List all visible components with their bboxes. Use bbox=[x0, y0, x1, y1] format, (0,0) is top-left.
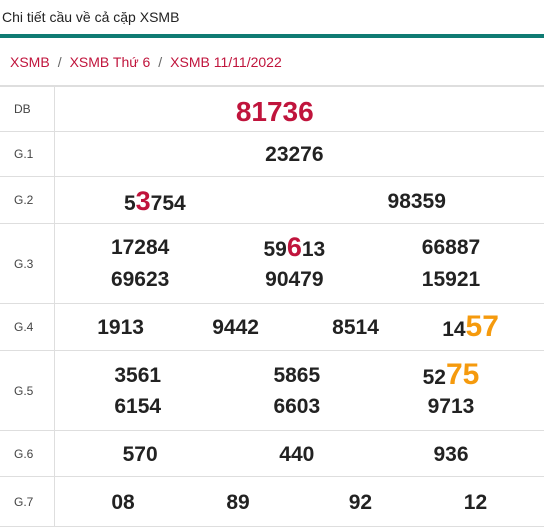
prize-row-g1: G.1 23276 bbox=[0, 131, 544, 177]
prize-numbers: 53754 98359 bbox=[53, 176, 544, 224]
prize-number: 17284 bbox=[110, 236, 170, 259]
breadcrumb-separator: / bbox=[57, 53, 62, 70]
prize-number: 23276 bbox=[265, 143, 324, 166]
prize-number: 1913 bbox=[97, 316, 144, 339]
prize-number: 89 bbox=[226, 491, 250, 514]
prize-row-g6: G.6 570 440 936 bbox=[0, 430, 544, 477]
digit-group: 5 bbox=[123, 192, 136, 215]
breadcrumb-separator: / bbox=[158, 53, 163, 70]
highlighted-digits: 3 bbox=[135, 186, 151, 216]
prize-numbers: 17284 59613 66887 69623 90479 15921 bbox=[53, 223, 544, 304]
digit-group: 754 bbox=[150, 192, 186, 215]
prize-number: 59613 bbox=[263, 234, 325, 261]
digit-group: 14 bbox=[442, 318, 466, 341]
prize-number: 90479 bbox=[265, 268, 324, 291]
prize-row-db: DB 81736 bbox=[0, 86, 544, 132]
prize-number: 9713 bbox=[427, 395, 475, 418]
prize-label: G.1 bbox=[0, 131, 55, 177]
page-title: Chi tiết cầu về cả cặp XSMB bbox=[2, 9, 180, 25]
breadcrumb: XSMB / XSMB Thứ 6 / XSMB 11/11/2022 bbox=[0, 38, 544, 86]
prize-label: G.6 bbox=[0, 430, 55, 477]
prize-label: DB bbox=[0, 86, 55, 132]
prize-number: 69623 bbox=[110, 268, 170, 291]
prize-number: 3561 bbox=[114, 364, 162, 387]
prize-number: 81736 bbox=[235, 96, 314, 127]
prize-row-g3: G.3 17284 59613 66887 69623 90479 15921 bbox=[0, 223, 544, 304]
prize-number: 98359 bbox=[387, 190, 446, 213]
prize-label: G.5 bbox=[0, 350, 55, 431]
breadcrumb-xsmb-thu-6[interactable]: XSMB Thứ 6 bbox=[69, 53, 151, 70]
prize-numbers: 1913 9442 8514 1457 bbox=[53, 303, 544, 351]
prize-number: 5865 bbox=[273, 364, 321, 387]
prize-number: 6154 bbox=[114, 395, 162, 418]
prize-number: 570 bbox=[122, 443, 158, 466]
prize-number: 92 bbox=[348, 491, 373, 514]
prize-numbers: 3561 5865 5275 6154 6603 9713 bbox=[53, 350, 544, 431]
prize-numbers: 23276 bbox=[53, 131, 544, 177]
prize-number: 936 bbox=[433, 443, 469, 466]
breadcrumb-xsmb-date[interactable]: XSMB 11/11/2022 bbox=[170, 53, 282, 70]
breadcrumb-xsmb[interactable]: XSMB bbox=[10, 53, 50, 70]
highlighted-digits: 6 bbox=[286, 232, 302, 262]
prize-number: 6603 bbox=[273, 395, 321, 418]
highlighted-digits: 57 bbox=[465, 310, 499, 343]
results-table: DB 81736 G.1 23276 G.2 53754 98359 G.3 1… bbox=[0, 86, 544, 527]
prize-number: 53754 bbox=[124, 188, 186, 215]
prize-number: 9442 bbox=[212, 316, 259, 339]
prize-row-g2: G.2 53754 98359 bbox=[0, 176, 544, 224]
digit-group: 59 bbox=[263, 238, 287, 261]
prize-number: 66887 bbox=[421, 236, 481, 259]
prize-label: G.2 bbox=[0, 176, 55, 224]
prize-number: 08 bbox=[111, 491, 135, 514]
prize-label: G.4 bbox=[0, 303, 55, 351]
prize-row-g4: G.4 1913 9442 8514 1457 bbox=[0, 303, 544, 351]
prize-numbers: 81736 bbox=[53, 86, 544, 132]
prize-numbers: 08 89 92 12 bbox=[53, 476, 544, 527]
digit-group: 13 bbox=[301, 238, 326, 261]
prize-number: 15921 bbox=[421, 268, 481, 291]
prize-number: 12 bbox=[463, 491, 488, 514]
prize-numbers: 570 440 936 bbox=[53, 430, 544, 477]
digit-group: 52 bbox=[422, 366, 446, 389]
prize-label: G.7 bbox=[0, 476, 55, 527]
accent-bar bbox=[0, 34, 544, 38]
highlighted-digits: 75 bbox=[445, 358, 480, 391]
prize-row-g5: G.5 3561 5865 5275 6154 6603 9713 bbox=[0, 350, 544, 431]
prize-row-g7: G.7 08 89 92 12 bbox=[0, 476, 544, 527]
prize-label: G.3 bbox=[0, 223, 55, 304]
prize-number: 5275 bbox=[423, 360, 480, 390]
prize-number: 1457 bbox=[442, 312, 499, 342]
prize-number: 440 bbox=[279, 443, 315, 466]
prize-number: 8514 bbox=[332, 316, 379, 339]
